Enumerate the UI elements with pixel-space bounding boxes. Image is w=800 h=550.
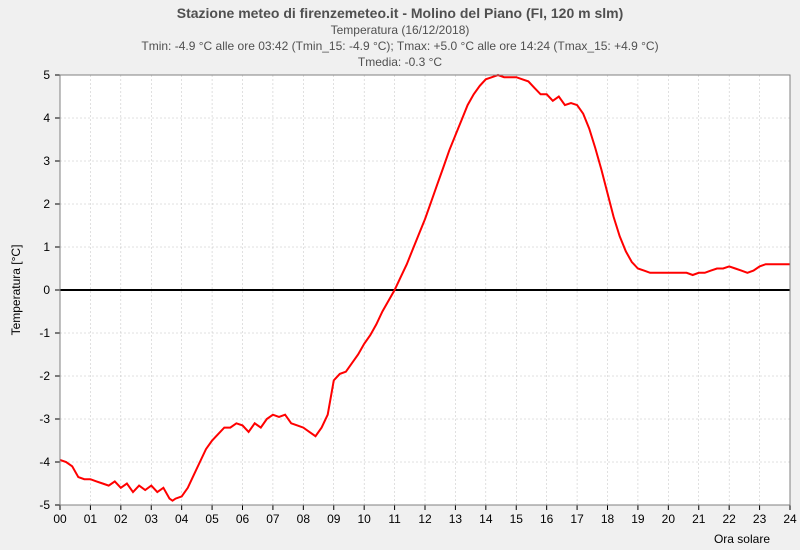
x-tick-label: 02 (114, 512, 128, 526)
x-tick-label: 12 (418, 512, 432, 526)
chart-title: Stazione meteo di firenzemeteo.it - Moli… (177, 5, 624, 21)
x-tick-label: 22 (722, 512, 736, 526)
x-axis-label: Ora solare (714, 532, 770, 546)
y-tick-label: -2 (39, 369, 50, 383)
y-tick-label: 4 (43, 111, 50, 125)
y-tick-label: 2 (43, 197, 50, 211)
y-axis-label: Temperatura [°C] (9, 245, 23, 336)
y-tick-label: -5 (39, 498, 50, 512)
chart-container: Stazione meteo di firenzemeteo.it - Moli… (0, 0, 800, 550)
x-tick-label: 05 (205, 512, 219, 526)
x-tick-label: 03 (145, 512, 159, 526)
chart-subtitle-2: Tmin: -4.9 °C alle ore 03:42 (Tmin_15: -… (141, 39, 658, 53)
y-tick-label: 3 (43, 154, 50, 168)
x-tick-label: 21 (692, 512, 706, 526)
x-tick-label: 06 (236, 512, 250, 526)
x-tick-label: 04 (175, 512, 189, 526)
x-tick-label: 18 (601, 512, 615, 526)
x-tick-label: 19 (631, 512, 645, 526)
x-tick-label: 01 (84, 512, 98, 526)
chart-subtitle-3: Tmedia: -0.3 °C (358, 55, 442, 69)
y-tick-label: 1 (43, 240, 50, 254)
x-tick-label: 08 (297, 512, 311, 526)
y-tick-label: -3 (39, 412, 50, 426)
x-tick-label: 11 (388, 512, 401, 526)
y-tick-label: 0 (43, 283, 50, 297)
x-tick-label: 23 (753, 512, 767, 526)
x-tick-label: 24 (783, 512, 797, 526)
x-tick-label: 00 (53, 512, 67, 526)
x-tick-label: 07 (266, 512, 280, 526)
temperature-chart: Stazione meteo di firenzemeteo.it - Moli… (0, 0, 800, 550)
y-tick-label: 5 (43, 68, 50, 82)
x-tick-label: 09 (327, 512, 341, 526)
y-tick-label: -4 (39, 455, 50, 469)
x-tick-label: 20 (662, 512, 676, 526)
x-tick-label: 15 (510, 512, 524, 526)
y-tick-label: -1 (39, 326, 50, 340)
x-tick-label: 16 (540, 512, 554, 526)
x-tick-label: 17 (570, 512, 584, 526)
chart-subtitle-1: Temperatura (16/12/2018) (331, 23, 470, 37)
x-tick-label: 10 (357, 512, 371, 526)
x-tick-label: 14 (479, 512, 493, 526)
x-tick-label: 13 (449, 512, 463, 526)
